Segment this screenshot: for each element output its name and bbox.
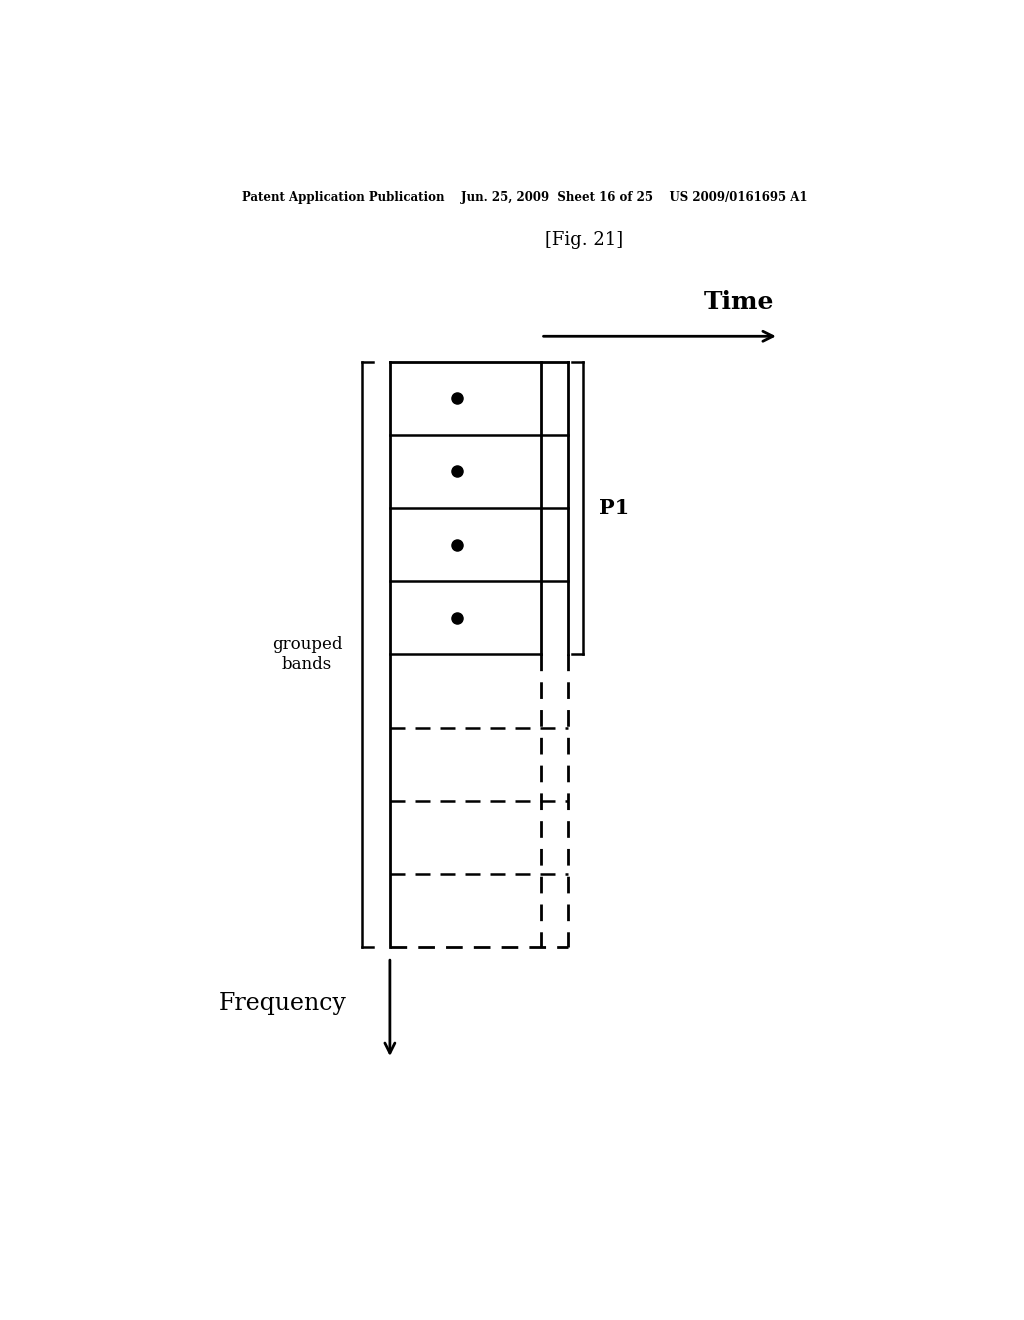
Text: Frequency: Frequency bbox=[218, 991, 346, 1015]
Text: [Fig. 21]: [Fig. 21] bbox=[545, 231, 624, 248]
Text: P1: P1 bbox=[599, 498, 629, 517]
Text: grouped
bands: grouped bands bbox=[271, 636, 342, 673]
Text: Patent Application Publication    Jun. 25, 2009  Sheet 16 of 25    US 2009/01616: Patent Application Publication Jun. 25, … bbox=[242, 190, 808, 203]
Text: Time: Time bbox=[703, 290, 774, 314]
